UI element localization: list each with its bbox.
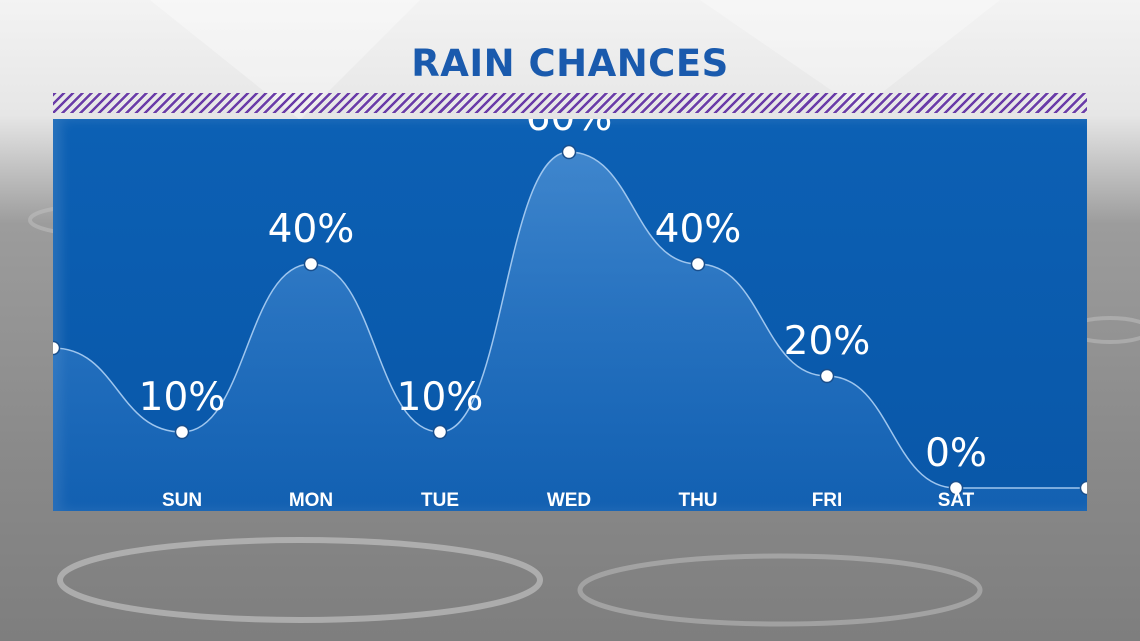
data-point-fri xyxy=(819,368,835,384)
rain-series-line xyxy=(53,151,1087,489)
data-point-sat xyxy=(948,480,964,496)
edge-point xyxy=(1079,480,1087,496)
data-point-wed xyxy=(561,144,577,160)
day-label-sun: SUN xyxy=(162,490,202,511)
value-label-sun: 10% xyxy=(139,375,226,420)
day-label-fri: FRI xyxy=(812,490,843,511)
day-label-wed: WED xyxy=(547,490,591,511)
rain-chance-chart: 10% SUN 40% MON 10% TUE 60% WED 40% THU 20% FRI 0% SA… xyxy=(53,119,1087,511)
value-label-tue: 10% xyxy=(397,375,484,420)
value-label-fri: 20% xyxy=(784,319,871,364)
value-label-wed: 60% xyxy=(526,119,613,140)
value-label-sat: 0% xyxy=(925,431,987,476)
chart-title: RAIN CHANCES xyxy=(411,42,729,85)
day-label-sat: SAT xyxy=(938,490,975,511)
data-point-tue xyxy=(432,424,448,440)
hatched-divider xyxy=(53,93,1087,113)
day-label-tue: TUE xyxy=(421,490,459,511)
data-point-mon xyxy=(303,256,319,272)
value-label-thu: 40% xyxy=(655,207,742,252)
day-label-mon: MON xyxy=(289,490,333,511)
edge-point xyxy=(53,340,61,356)
day-label-thu: THU xyxy=(678,490,717,511)
rain-area-fill xyxy=(53,152,1087,511)
data-point-sun xyxy=(174,424,190,440)
value-label-mon: 40% xyxy=(268,207,355,252)
data-point-thu xyxy=(690,256,706,272)
